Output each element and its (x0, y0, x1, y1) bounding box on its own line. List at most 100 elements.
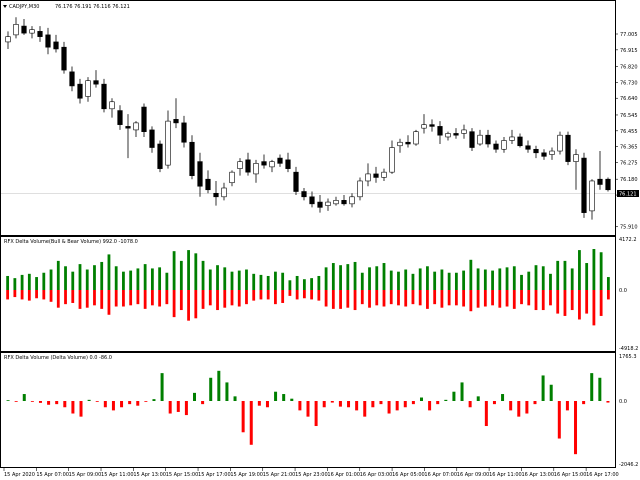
chevron-down-icon[interactable] (3, 5, 7, 8)
delta-bars-layer (6, 370, 610, 455)
bull-candle (221, 187, 227, 198)
bull-candle (333, 200, 339, 205)
ind1-bottom-label: -4918.2 (619, 346, 638, 352)
bear-volume-bar (397, 290, 400, 306)
bull-candle (365, 173, 371, 182)
bear-volume-bar (317, 290, 321, 301)
bear-candle (293, 171, 299, 192)
delta-negative-bar (330, 401, 334, 403)
bear-volume-bar (418, 290, 422, 306)
delta-negative-bar (606, 401, 610, 403)
bull-volume-bar (324, 267, 328, 290)
bear-volume-bar (462, 290, 466, 307)
bull-volume-bar (578, 250, 581, 290)
bull-volume-bar (520, 274, 523, 290)
price-tick-label: 76.730 (620, 80, 638, 86)
bear-volume-bar (35, 290, 38, 299)
bull-volume-bar (389, 270, 393, 290)
delta-negative-bar (63, 401, 67, 408)
bear-volume-bar (454, 290, 458, 306)
bull-volume-bar (397, 271, 400, 290)
delta-negative-bar (395, 401, 399, 411)
bear-volume-bar (216, 290, 219, 311)
bear-volume-bar (527, 290, 531, 306)
bear-volume-bar (100, 290, 104, 309)
bull-volume-bar (570, 268, 574, 290)
bull-volume-bar (230, 271, 234, 290)
delta-negative-bar (128, 401, 132, 405)
bull-volume-bar (433, 271, 437, 290)
bear-volume-bar (324, 290, 328, 307)
indicator-panel-1[interactable] (0, 236, 616, 352)
time-tick-label: 15 Apr 13:00 (133, 472, 166, 478)
bear-volume-bar (107, 290, 111, 315)
bear-volume-bar (491, 290, 494, 306)
delta-positive-bar (590, 373, 594, 401)
bull-volume-bar (42, 272, 46, 290)
bull-volume-bar (252, 273, 256, 290)
current-price-value: 76.121 (619, 192, 637, 198)
delta-positive-bar (87, 399, 91, 401)
bear-candle (517, 136, 523, 147)
bull-volume-bar (158, 267, 162, 290)
price-panel[interactable] (0, 0, 616, 236)
bear-candle (173, 119, 179, 124)
price-tick-label: 76.180 (620, 177, 638, 183)
bull-volume-bar (592, 249, 596, 290)
time-tick-label: 16 Apr 07:00 (424, 472, 457, 478)
bear-candle (565, 134, 571, 162)
bear-volume-bar (368, 290, 371, 308)
delta-negative-bar (582, 401, 586, 405)
bull-volume-bar (93, 265, 96, 290)
delta-positive-bar (444, 399, 448, 401)
bull-candle (357, 180, 363, 198)
delta-negative-bar (38, 401, 42, 403)
bull-volume-bar (585, 263, 589, 290)
bear-volume-bar (150, 290, 154, 306)
bear-candle (469, 131, 475, 148)
delta-negative-bar (379, 401, 383, 405)
bear-volume-bar (245, 290, 248, 305)
bull-volume-bar (353, 261, 357, 290)
bull-volume-bar (266, 275, 270, 290)
delta-negative-bar (30, 401, 34, 402)
delta-negative-bar (257, 401, 261, 406)
bull-volume-bar (476, 268, 480, 290)
time-tick-label: 15 Apr 23:00 (295, 472, 328, 478)
bull-volume-bar (281, 272, 285, 290)
bull-candle (509, 136, 515, 141)
bear-volume-bar (382, 290, 386, 307)
delta-positive-bar (452, 391, 456, 401)
bear-volume-bar (136, 290, 140, 305)
bull-volume-bar (85, 269, 89, 290)
bull-volume-bar (462, 270, 466, 290)
bear-volume-bar (20, 290, 24, 300)
bull-candle (253, 163, 259, 175)
bear-volume-bar (64, 290, 67, 305)
delta-negative-bar (265, 401, 269, 408)
bear-candle (485, 134, 491, 145)
bear-volume-bar (331, 290, 335, 309)
bear-volume-bar (592, 290, 596, 326)
bear-volume-bar (512, 290, 516, 309)
bear-volume-bar (302, 290, 306, 299)
bull-candle (389, 147, 395, 173)
delta-positive-bar (193, 392, 197, 401)
bear-candle (605, 178, 611, 191)
delta-positive-bar (274, 391, 278, 401)
bear-candle (21, 25, 27, 34)
delta-negative-bar (55, 401, 59, 405)
time-tick-label: 15 Apr 17:00 (198, 472, 231, 478)
delta-negative-bar (120, 401, 124, 408)
bear-volume-bar (143, 290, 147, 309)
bull-candle (269, 161, 275, 168)
delta-negative-bar (103, 401, 107, 408)
bear-candle (301, 191, 307, 198)
delta-positive-bar (541, 375, 545, 401)
bear-candle (117, 110, 123, 125)
delta-negative-bar (338, 401, 342, 407)
bull-volume-bar (512, 266, 516, 290)
bull-volume-bar (216, 265, 219, 290)
current-price-badge (617, 190, 639, 197)
